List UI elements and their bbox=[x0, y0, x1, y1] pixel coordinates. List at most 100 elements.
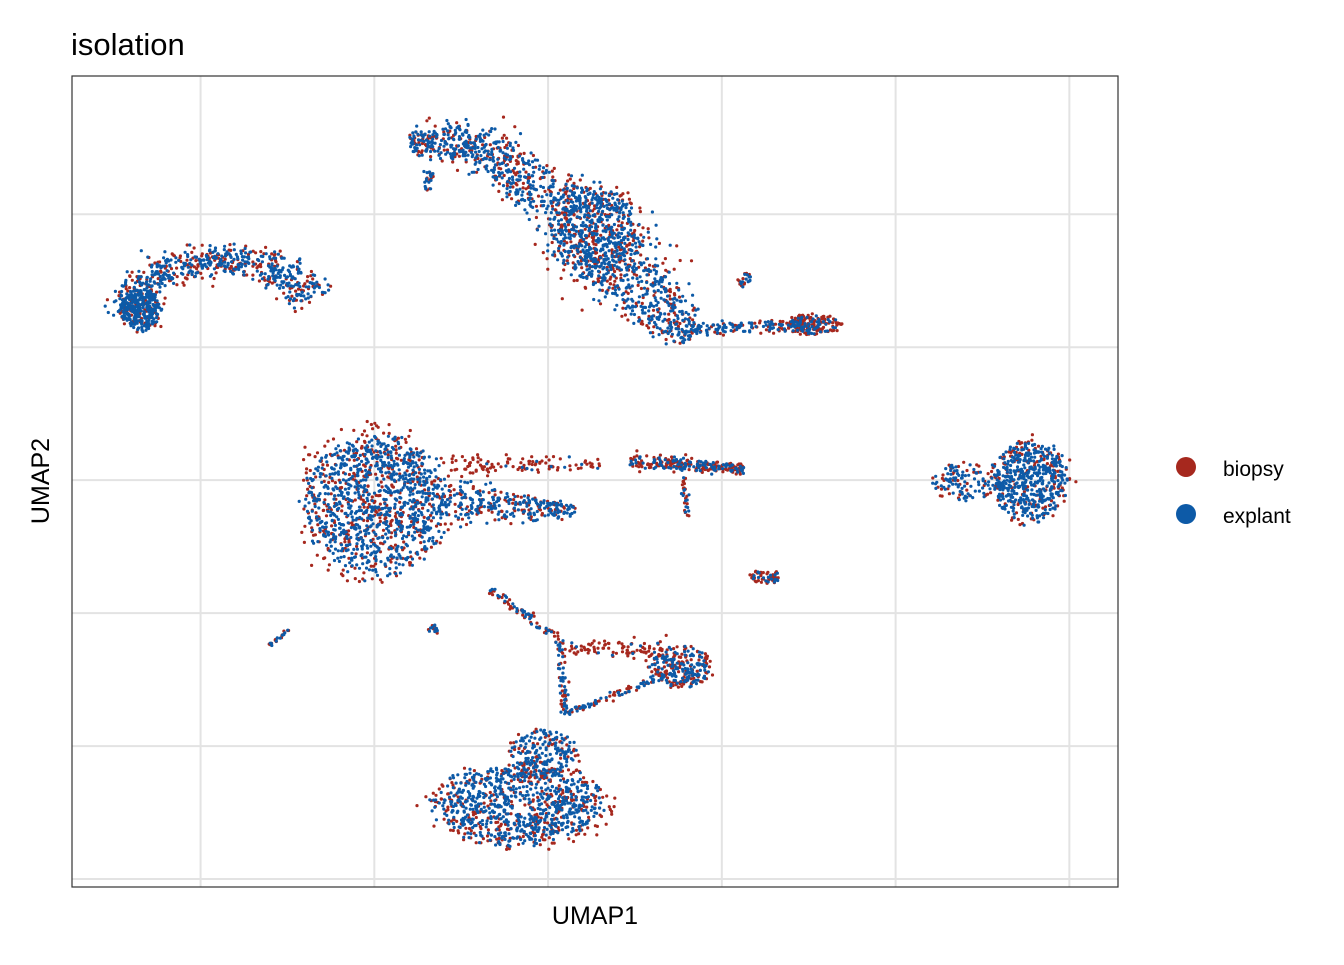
point-biopsy bbox=[620, 315, 623, 318]
point-explant bbox=[348, 507, 351, 510]
point-explant bbox=[420, 503, 423, 506]
point-biopsy bbox=[469, 461, 472, 464]
point-explant bbox=[412, 538, 415, 541]
point-explant bbox=[490, 794, 493, 797]
point-biopsy bbox=[722, 334, 725, 337]
point-explant bbox=[546, 828, 549, 831]
point-biopsy bbox=[625, 652, 628, 655]
point-explant bbox=[514, 791, 517, 794]
point-biopsy bbox=[681, 483, 684, 486]
point-explant bbox=[311, 510, 314, 513]
point-explant bbox=[327, 503, 330, 506]
point-biopsy bbox=[593, 650, 596, 653]
point-biopsy bbox=[527, 186, 530, 189]
point-explant bbox=[515, 829, 518, 832]
point-explant bbox=[477, 492, 480, 495]
point-biopsy bbox=[434, 794, 437, 797]
point-biopsy bbox=[587, 816, 590, 819]
point-explant bbox=[557, 821, 560, 824]
point-biopsy bbox=[446, 806, 449, 809]
point-biopsy bbox=[447, 528, 450, 531]
point-explant bbox=[426, 525, 429, 528]
point-biopsy bbox=[965, 469, 968, 472]
point-explant bbox=[587, 795, 590, 798]
point-biopsy bbox=[931, 476, 934, 479]
point-explant bbox=[483, 783, 486, 786]
point-biopsy bbox=[748, 573, 751, 576]
point-explant bbox=[379, 451, 382, 454]
point-biopsy bbox=[379, 520, 382, 523]
point-explant bbox=[639, 682, 642, 685]
point-explant bbox=[582, 809, 585, 812]
point-explant bbox=[343, 462, 346, 465]
point-explant bbox=[573, 510, 576, 513]
point-explant bbox=[421, 536, 424, 539]
point-explant bbox=[348, 543, 351, 546]
point-explant bbox=[530, 623, 533, 626]
point-biopsy bbox=[342, 569, 345, 572]
point-explant bbox=[511, 602, 514, 605]
point-explant bbox=[327, 533, 330, 536]
point-explant bbox=[403, 471, 406, 474]
point-biopsy bbox=[829, 328, 832, 331]
point-explant bbox=[679, 680, 682, 683]
point-explant bbox=[631, 652, 634, 655]
point-biopsy bbox=[621, 650, 624, 653]
point-explant bbox=[356, 548, 359, 551]
point-explant bbox=[485, 462, 488, 465]
point-biopsy bbox=[505, 453, 508, 456]
point-explant bbox=[377, 506, 380, 509]
point-explant bbox=[359, 479, 362, 482]
point-explant bbox=[332, 536, 335, 539]
point-biopsy bbox=[556, 466, 559, 469]
point-biopsy bbox=[176, 275, 179, 278]
point-explant bbox=[471, 501, 474, 504]
point-biopsy bbox=[560, 699, 563, 702]
point-explant bbox=[573, 815, 576, 818]
point-explant bbox=[308, 522, 311, 525]
point-explant bbox=[561, 639, 564, 642]
point-biopsy bbox=[531, 463, 534, 466]
point-biopsy bbox=[602, 647, 605, 650]
point-explant bbox=[424, 492, 427, 495]
point-explant bbox=[699, 663, 702, 666]
point-explant bbox=[387, 444, 390, 447]
point-biopsy bbox=[306, 275, 309, 278]
point-explant bbox=[412, 521, 415, 524]
point-biopsy bbox=[367, 484, 370, 487]
point-biopsy bbox=[1017, 518, 1020, 521]
point-explant bbox=[560, 774, 563, 777]
point-explant bbox=[406, 556, 409, 559]
point-biopsy bbox=[523, 803, 526, 806]
point-explant bbox=[314, 505, 317, 508]
point-explant bbox=[594, 699, 597, 702]
point-explant bbox=[320, 472, 323, 475]
point-explant bbox=[305, 477, 308, 480]
point-explant bbox=[538, 826, 541, 829]
point-explant bbox=[637, 686, 640, 689]
point-explant bbox=[498, 792, 501, 795]
point-biopsy bbox=[391, 519, 394, 522]
point-explant bbox=[564, 709, 567, 712]
point-explant bbox=[387, 450, 390, 453]
point-biopsy bbox=[608, 805, 611, 808]
point-explant bbox=[508, 845, 511, 848]
point-explant bbox=[504, 464, 507, 467]
point-explant bbox=[562, 816, 565, 819]
point-explant bbox=[653, 651, 656, 654]
point-biopsy bbox=[300, 531, 303, 534]
point-explant bbox=[392, 556, 395, 559]
point-explant bbox=[559, 500, 562, 503]
point-explant bbox=[456, 492, 459, 495]
point-explant bbox=[417, 455, 420, 458]
point-explant bbox=[496, 828, 499, 831]
point-explant bbox=[523, 839, 526, 842]
point-explant bbox=[449, 496, 452, 499]
point-explant bbox=[357, 538, 360, 541]
point-biopsy bbox=[603, 640, 606, 643]
point-biopsy bbox=[570, 645, 573, 648]
point-biopsy bbox=[641, 226, 644, 229]
point-biopsy bbox=[456, 169, 459, 172]
point-explant bbox=[458, 798, 461, 801]
point-explant bbox=[358, 516, 361, 519]
